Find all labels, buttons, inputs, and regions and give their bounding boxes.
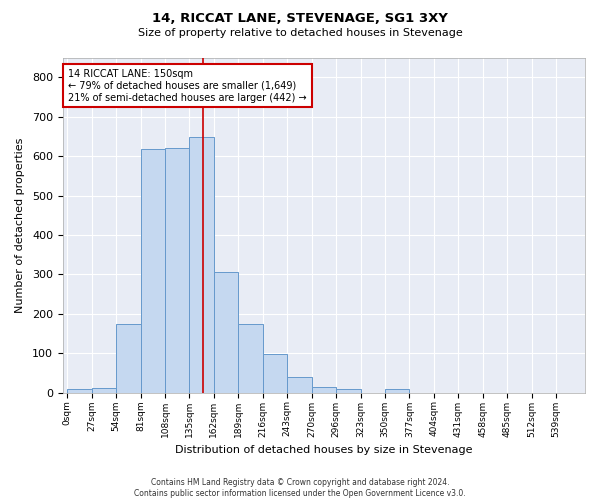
Bar xyxy=(263,354,287,393)
X-axis label: Distribution of detached houses by size in Stevenage: Distribution of detached houses by size … xyxy=(175,445,473,455)
Text: 14 RICCAT LANE: 150sqm
← 79% of detached houses are smaller (1,649)
21% of semi-: 14 RICCAT LANE: 150sqm ← 79% of detached… xyxy=(68,70,307,102)
Bar xyxy=(190,137,214,392)
Text: Contains HM Land Registry data © Crown copyright and database right 2024.
Contai: Contains HM Land Registry data © Crown c… xyxy=(134,478,466,498)
Y-axis label: Number of detached properties: Number of detached properties xyxy=(15,138,25,313)
Text: 14, RICCAT LANE, STEVENAGE, SG1 3XY: 14, RICCAT LANE, STEVENAGE, SG1 3XY xyxy=(152,12,448,26)
Bar xyxy=(214,272,238,392)
Bar xyxy=(311,386,336,392)
Text: Size of property relative to detached houses in Stevenage: Size of property relative to detached ho… xyxy=(137,28,463,38)
Bar xyxy=(238,324,263,392)
Bar xyxy=(116,324,140,392)
Bar xyxy=(336,388,361,392)
Bar xyxy=(287,377,311,392)
Bar xyxy=(165,148,190,392)
Bar xyxy=(385,390,409,392)
Bar xyxy=(140,149,165,392)
Bar xyxy=(67,390,92,392)
Bar xyxy=(92,388,116,392)
